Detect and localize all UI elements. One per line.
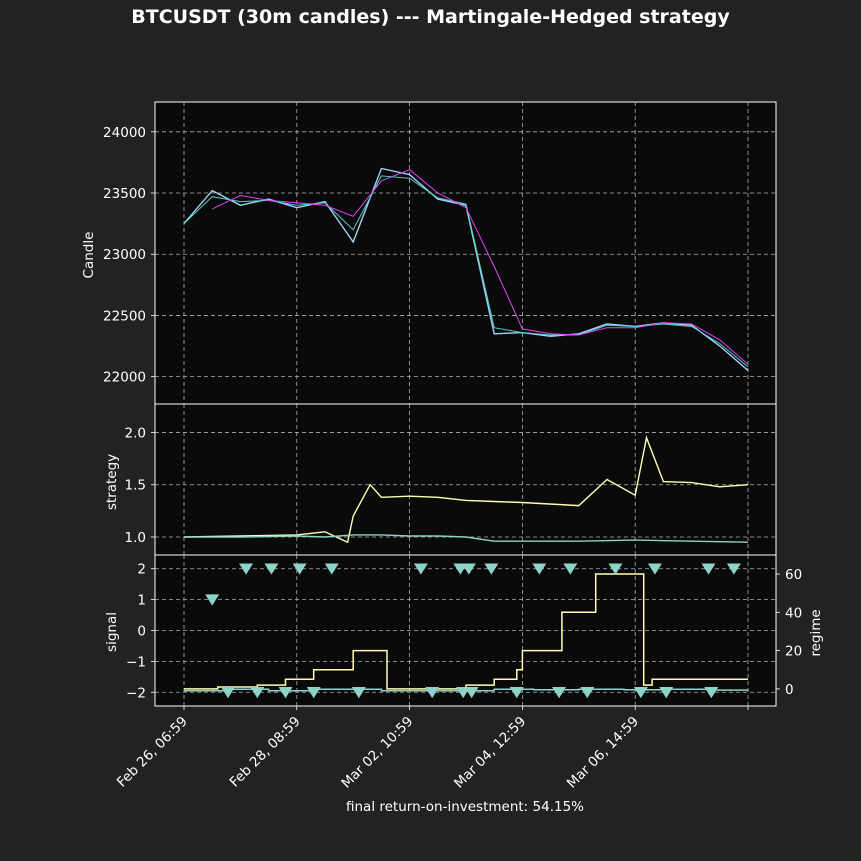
signal-marker bbox=[580, 687, 595, 699]
signal-marker bbox=[205, 594, 220, 606]
signal-panel: 2 1 0 −1 −2 60 40 20 0 signal regime bbox=[104, 554, 824, 707]
signal-marker bbox=[701, 563, 716, 575]
strategy-series-line-0 bbox=[183, 435, 749, 544]
signal-marker bbox=[509, 687, 524, 699]
signal-marker bbox=[425, 687, 440, 699]
signal-tick-label: 2 bbox=[137, 562, 146, 578]
signal-marker bbox=[324, 563, 339, 575]
candle-series-line-2 bbox=[211, 169, 749, 365]
signal-marker bbox=[484, 563, 499, 575]
candle-axes bbox=[154, 101, 777, 405]
signal-series-line-0 bbox=[184, 573, 748, 690]
signal-marker bbox=[659, 687, 674, 699]
signal-tick-label: 0 bbox=[137, 624, 146, 640]
signal-marker bbox=[220, 687, 235, 699]
candle-tick-label: 24000 bbox=[103, 125, 146, 141]
strategy-tick-label: 2.0 bbox=[125, 425, 146, 441]
candle-tick-label: 23000 bbox=[103, 247, 146, 263]
regime-tick-label: 60 bbox=[785, 567, 802, 583]
candle-tick-label: 22500 bbox=[103, 308, 146, 324]
candle-tick-label: 22000 bbox=[103, 370, 146, 386]
signal-marker bbox=[633, 687, 648, 699]
candle-panel: 24000 23500 23000 22500 22000 Candle bbox=[81, 101, 777, 405]
strategy-yticks: 2.0 1.5 1.0 bbox=[125, 425, 155, 546]
signal-marker bbox=[278, 687, 293, 699]
strategy-tick-label: 1.5 bbox=[125, 478, 146, 494]
strategy-ylabel: strategy bbox=[104, 454, 120, 510]
strategy-series bbox=[183, 435, 749, 544]
signal-marker bbox=[552, 687, 567, 699]
signal-markers bbox=[205, 563, 741, 699]
regime-ylabel: regime bbox=[808, 609, 824, 656]
candle-series bbox=[183, 167, 749, 372]
strategy-panel: 2.0 1.5 1.0 strategy bbox=[104, 403, 777, 556]
signal-marker bbox=[461, 563, 476, 575]
regime-tick-label: 20 bbox=[785, 644, 802, 660]
candle-ylabel: Candle bbox=[81, 232, 97, 279]
regime-tick-label: 40 bbox=[785, 605, 802, 621]
signal-tick-label: 1 bbox=[137, 593, 146, 609]
regime-yticks: 60 40 20 0 bbox=[776, 567, 802, 698]
candle-yticks: 24000 23500 23000 22500 22000 bbox=[103, 125, 155, 386]
signal-tick-label: −1 bbox=[126, 654, 146, 670]
signal-marker bbox=[726, 563, 741, 575]
signal-tick-label: −2 bbox=[126, 685, 146, 701]
signal-marker bbox=[306, 687, 321, 699]
strategy-tick-label: 1.0 bbox=[125, 530, 146, 546]
signal-marker bbox=[413, 563, 428, 575]
signal-marker bbox=[608, 563, 623, 575]
candle-grid bbox=[155, 102, 776, 404]
signal-marker bbox=[704, 687, 719, 699]
signal-marker bbox=[647, 563, 662, 575]
regime-tick-label: 0 bbox=[785, 682, 794, 698]
signal-marker bbox=[464, 687, 479, 699]
strategy-series-line-1 bbox=[184, 534, 749, 543]
signal-marker bbox=[264, 563, 279, 575]
roi-footer: final return-on-investment: 54.15% bbox=[346, 799, 584, 815]
signal-marker bbox=[532, 563, 547, 575]
signal-yticks: 2 1 0 −1 −2 bbox=[126, 562, 155, 701]
signal-marker bbox=[239, 563, 254, 575]
signal-marker bbox=[250, 687, 265, 699]
signal-marker bbox=[563, 563, 578, 575]
strategy-axes bbox=[154, 403, 777, 556]
figure-title: BTCUSDT (30m candles) --- Martingale-Hed… bbox=[131, 6, 730, 28]
signal-marker bbox=[292, 563, 307, 575]
signal-marker bbox=[351, 687, 366, 699]
candle-tick-label: 23500 bbox=[103, 186, 146, 202]
signal-ylabel: signal bbox=[104, 612, 120, 652]
